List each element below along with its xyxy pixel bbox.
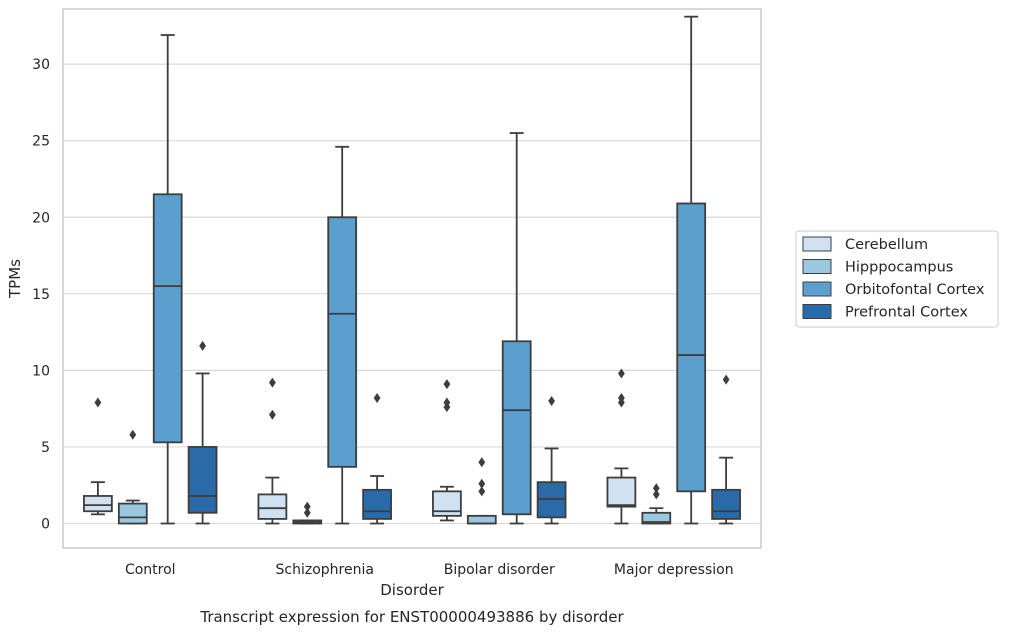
legend-label: Cerebellum bbox=[845, 237, 928, 253]
box-cerebellum-2 bbox=[432, 379, 462, 522]
legend-swatch bbox=[802, 259, 832, 274]
outlier-point bbox=[303, 507, 311, 518]
plot-area-frame bbox=[62, 8, 762, 549]
box-cerebellum-0 bbox=[83, 397, 113, 516]
x-axis-ticks: Control Schizophrenia Bipolar disorder Majo… bbox=[125, 562, 734, 578]
y-axis-title: TPMs bbox=[6, 259, 24, 299]
outlier-point bbox=[652, 483, 660, 494]
box-prefrontal-cortex-0 bbox=[187, 340, 218, 525]
outlier-point bbox=[269, 409, 276, 420]
box-orbitofontal-cortex-2 bbox=[501, 132, 532, 525]
box-cerebellum-3 bbox=[606, 368, 637, 525]
outlier-point bbox=[618, 368, 625, 379]
legend-swatch bbox=[802, 304, 832, 319]
outlier-point bbox=[94, 397, 102, 408]
box-body bbox=[711, 488, 741, 520]
box-body bbox=[676, 202, 707, 493]
outlier-point bbox=[443, 397, 451, 408]
legend: Cerebellum Hipppocampus Orbitofontal Corte… bbox=[795, 230, 999, 328]
box-body bbox=[432, 490, 462, 517]
y-tick-label: 30 bbox=[32, 57, 50, 73]
outlier-point bbox=[199, 340, 206, 351]
box-hipppocampus-0 bbox=[117, 429, 148, 525]
outlier-point bbox=[269, 377, 276, 388]
y-tick-label: 0 bbox=[41, 517, 50, 533]
outlier-point bbox=[129, 429, 137, 440]
box-orbitofontal-cortex-0 bbox=[152, 34, 183, 525]
box-body bbox=[466, 514, 497, 525]
box-body bbox=[257, 493, 288, 520]
box-hipppocampus-3 bbox=[641, 483, 672, 525]
box-cerebellum-1 bbox=[257, 377, 288, 525]
outlier-point bbox=[652, 489, 660, 500]
outlier-point bbox=[478, 486, 486, 497]
outlier-point bbox=[548, 396, 555, 406]
box-body bbox=[327, 216, 358, 468]
outlier-point bbox=[618, 392, 625, 403]
chart-caption: Transcript expression for ENST0000049388… bbox=[199, 608, 624, 626]
outlier-point bbox=[722, 374, 730, 385]
box-prefrontal-cortex-2 bbox=[536, 396, 567, 525]
x-tick-label: Major depression bbox=[614, 562, 734, 578]
outlier-point bbox=[303, 501, 311, 512]
legend-label: Prefrontal Cortex bbox=[845, 305, 968, 321]
box-body bbox=[606, 476, 637, 508]
y-tick-label: 10 bbox=[32, 363, 50, 379]
x-tick-label: Bipolar disorder bbox=[444, 562, 555, 578]
outlier-point bbox=[443, 379, 451, 390]
y-axis-ticks: 0 5 10 15 20 25 30 bbox=[32, 57, 50, 532]
box-orbitofontal-cortex-1 bbox=[327, 145, 358, 525]
box-body bbox=[187, 446, 218, 514]
box-prefrontal-cortex-3 bbox=[711, 374, 741, 525]
outlier-point bbox=[478, 457, 486, 468]
box-hipppocampus-2 bbox=[466, 457, 497, 525]
box-body bbox=[117, 502, 148, 525]
legend-label: Orbitofontal Cortex bbox=[845, 282, 985, 298]
x-axis-title: Disorder bbox=[380, 581, 444, 599]
outlier-point bbox=[373, 392, 381, 403]
y-tick-label: 5 bbox=[41, 440, 50, 456]
y-tick-label: 25 bbox=[32, 134, 50, 150]
legend-frame bbox=[795, 230, 999, 328]
box-body bbox=[362, 488, 392, 520]
box-body bbox=[152, 193, 183, 444]
y-tick-label: 20 bbox=[32, 210, 50, 226]
box-body bbox=[501, 340, 532, 516]
y-tick-label: 15 bbox=[32, 287, 50, 303]
legend-swatch bbox=[802, 281, 832, 297]
box-body bbox=[641, 511, 672, 525]
box-orbitofontal-cortex-3 bbox=[676, 15, 707, 525]
outlier-point bbox=[478, 478, 486, 489]
box-body bbox=[83, 495, 113, 513]
legend-swatch bbox=[802, 236, 832, 252]
x-tick-label: Control bbox=[125, 562, 176, 578]
box-hipppocampus-1 bbox=[292, 501, 323, 525]
boxes bbox=[83, 15, 741, 525]
legend-label: Hipppocampus bbox=[845, 260, 953, 276]
box-prefrontal-cortex-1 bbox=[362, 392, 392, 525]
x-tick-label: Schizophrenia bbox=[276, 562, 374, 578]
